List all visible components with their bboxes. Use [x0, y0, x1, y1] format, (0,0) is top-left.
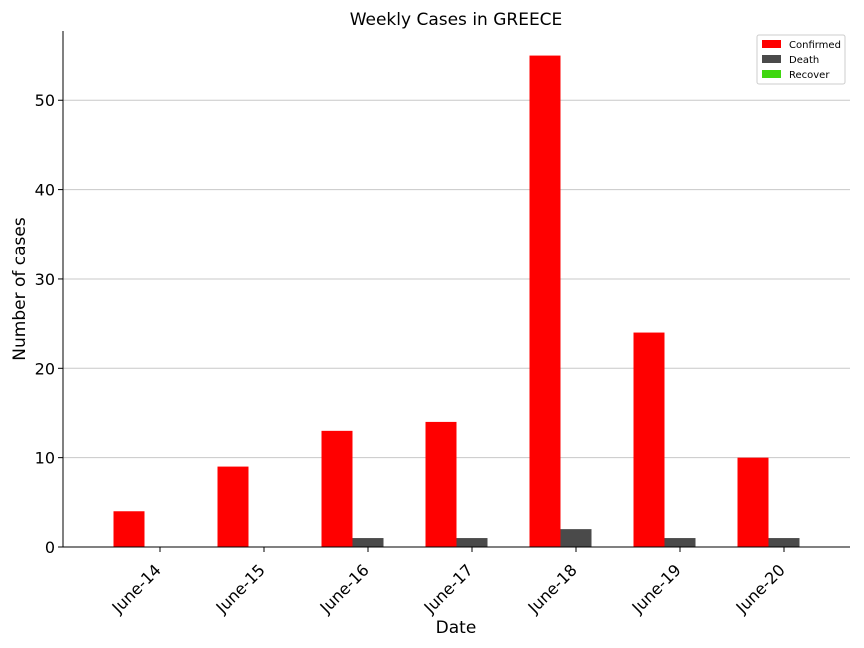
- bar-death: [352, 538, 384, 547]
- bar-confirmed: [217, 466, 249, 547]
- x-tick-label: June-19: [628, 560, 685, 617]
- bar-confirmed: [529, 55, 561, 547]
- bar-confirmed: [113, 511, 145, 547]
- bar-death: [456, 538, 488, 547]
- bar-confirmed: [633, 332, 665, 547]
- y-tick-label: 40: [35, 181, 55, 200]
- y-ticks: 0 10 20 30 40 50: [35, 91, 63, 557]
- bar-death: [664, 538, 696, 547]
- legend-label-confirmed: Confirmed: [789, 40, 841, 51]
- x-tick-label: June-17: [420, 560, 477, 617]
- bars: [113, 55, 800, 547]
- x-tick-label: June-20: [732, 560, 789, 617]
- x-axis-label: Date: [436, 618, 477, 638]
- x-ticks: June-14 June-15 June-16 June-17 June-18 June-…: [108, 547, 789, 618]
- y-tick-label: 20: [35, 359, 55, 378]
- legend-label-death: Death: [789, 55, 819, 66]
- y-tick-label: 0: [45, 538, 55, 557]
- bar-death: [560, 529, 592, 547]
- bar-confirmed: [425, 421, 457, 547]
- chart-title: Weekly Cases in GREECE: [350, 10, 563, 30]
- y-tick-label: 50: [35, 91, 55, 110]
- x-tick-label: June-18: [524, 560, 581, 617]
- legend-label-recover: Recover: [789, 70, 830, 81]
- y-tick-label: 30: [35, 270, 55, 289]
- y-axis-label: Number of cases: [10, 217, 30, 361]
- x-tick-label: June-16: [316, 560, 373, 617]
- x-tick-label: June-14: [108, 560, 165, 617]
- legend: Confirmed Death Recover: [756, 34, 846, 85]
- x-tick-label: June-15: [212, 560, 269, 617]
- bar-confirmed: [321, 430, 353, 547]
- legend-swatch-confirmed: [762, 40, 781, 48]
- bar-death: [768, 538, 800, 547]
- legend-swatch-death: [762, 55, 781, 63]
- gridlines: [63, 99, 850, 459]
- legend-swatch-recover: [762, 70, 781, 78]
- bar-confirmed: [737, 457, 769, 547]
- y-tick-label: 10: [35, 449, 55, 468]
